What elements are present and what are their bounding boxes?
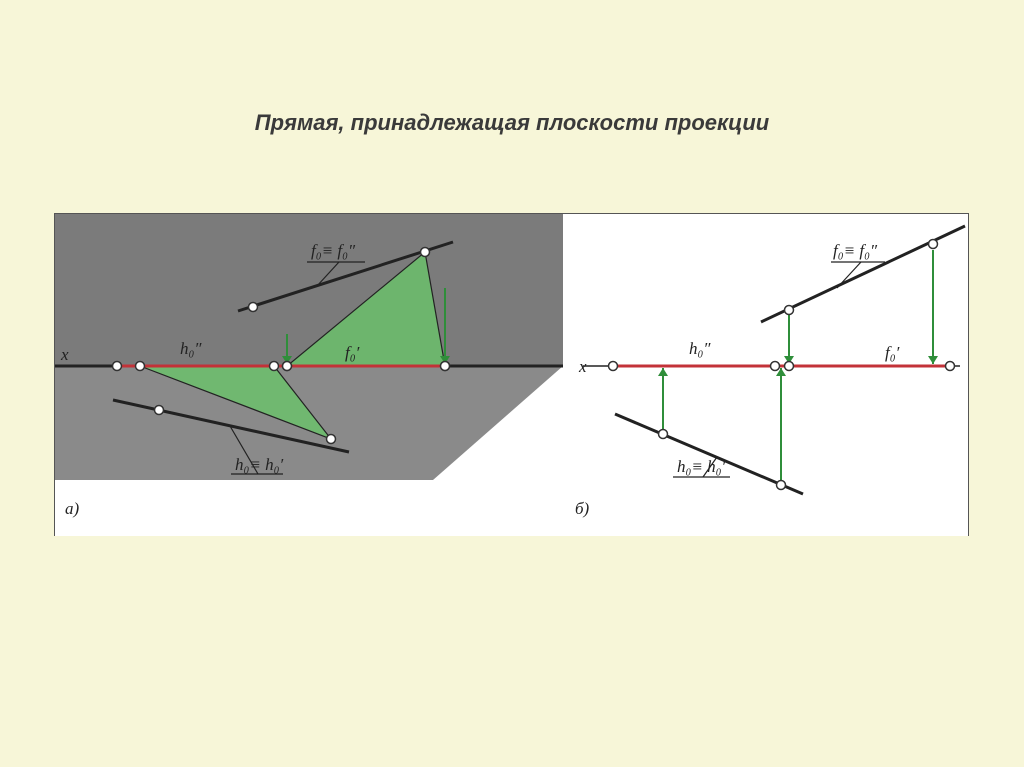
svg-text:h₀≡ h₀′: h₀≡ h₀′ bbox=[235, 455, 284, 474]
svg-text:h₀≡ h₀′: h₀≡ h₀′ bbox=[677, 457, 726, 476]
diagram-svg: х f₀≡ f₀″ f₀′ h₀″ h₀≡ h₀′ а) х f₀≡ f₀″ f₀′ h₀″ h₀≡… bbox=[55, 214, 970, 537]
svg-text:х: х bbox=[60, 345, 69, 364]
svg-text:h₀″: h₀″ bbox=[689, 339, 711, 358]
svg-text:h₀″: h₀″ bbox=[180, 339, 202, 358]
svg-text:f₀≡ f₀″: f₀≡ f₀″ bbox=[311, 241, 356, 260]
svg-text:f₀≡ f₀″: f₀≡ f₀″ bbox=[833, 241, 878, 260]
svg-text:f₀′: f₀′ bbox=[885, 343, 900, 362]
page-title: Прямая, принадлежащая плоскости проекции bbox=[0, 110, 1024, 136]
diagram-container: х f₀≡ f₀″ f₀′ h₀″ h₀≡ h₀′ а) х f₀≡ f₀″ f₀′ h₀″ h₀≡… bbox=[54, 213, 969, 536]
svg-text:х: х bbox=[578, 357, 587, 376]
svg-text:б): б) bbox=[575, 499, 590, 518]
svg-text:а): а) bbox=[65, 499, 80, 518]
svg-text:f₀′: f₀′ bbox=[345, 343, 360, 362]
